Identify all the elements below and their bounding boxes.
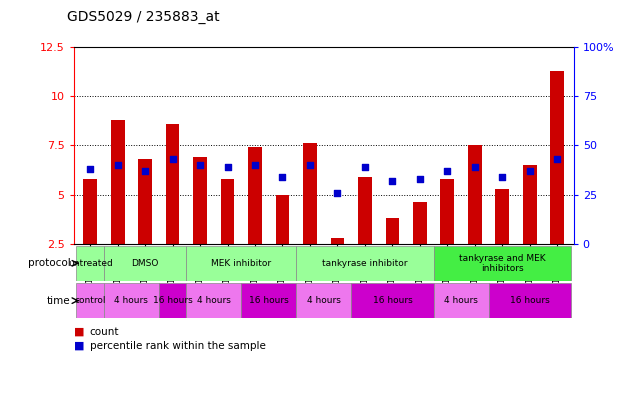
Point — [167, 156, 178, 162]
Text: tankyrase and MEK
inhibitors: tankyrase and MEK inhibitors — [459, 253, 545, 273]
Bar — [83, 179, 97, 244]
Text: 4 hours: 4 hours — [115, 296, 148, 305]
Point — [387, 178, 397, 184]
Bar — [551, 71, 564, 244]
Bar — [440, 179, 454, 244]
Bar — [495, 189, 509, 244]
Bar — [433, 246, 571, 281]
Text: ■: ■ — [74, 341, 84, 351]
Text: 16 hours: 16 hours — [153, 296, 192, 305]
Bar — [187, 246, 296, 281]
Bar — [488, 283, 571, 318]
Bar — [187, 283, 241, 318]
Bar — [523, 165, 537, 244]
Point — [85, 166, 96, 172]
Bar — [303, 143, 317, 244]
Text: control: control — [74, 296, 106, 305]
Bar — [296, 246, 433, 281]
Bar — [221, 179, 235, 244]
Point — [497, 174, 508, 180]
Bar — [248, 147, 262, 244]
Text: 4 hours: 4 hours — [307, 296, 340, 305]
Text: DMSO: DMSO — [131, 259, 159, 268]
Bar — [468, 145, 481, 244]
Point — [415, 176, 425, 182]
Bar — [296, 283, 351, 318]
Point — [360, 164, 370, 170]
Point — [332, 189, 342, 196]
Point — [470, 164, 480, 170]
Bar — [111, 120, 124, 244]
Point — [524, 168, 535, 174]
Point — [552, 156, 562, 162]
Point — [305, 162, 315, 168]
Bar — [331, 238, 344, 244]
Bar — [76, 283, 104, 318]
Text: 4 hours: 4 hours — [444, 296, 478, 305]
Text: 16 hours: 16 hours — [510, 296, 549, 305]
Text: tankyrase inhibitor: tankyrase inhibitor — [322, 259, 408, 268]
Bar — [138, 159, 152, 244]
Bar — [241, 283, 296, 318]
Text: 16 hours: 16 hours — [372, 296, 412, 305]
Text: ■: ■ — [74, 327, 84, 337]
Point — [140, 168, 150, 174]
Bar — [276, 195, 289, 244]
Point — [250, 162, 260, 168]
Point — [195, 162, 205, 168]
Bar — [413, 202, 427, 244]
Text: 16 hours: 16 hours — [249, 296, 288, 305]
Point — [222, 164, 233, 170]
Bar — [358, 177, 372, 244]
Bar — [385, 218, 399, 244]
Text: count: count — [90, 327, 119, 337]
Bar — [76, 246, 104, 281]
Text: GDS5029 / 235883_at: GDS5029 / 235883_at — [67, 9, 220, 24]
Text: percentile rank within the sample: percentile rank within the sample — [90, 341, 265, 351]
Bar — [433, 283, 488, 318]
Point — [278, 174, 288, 180]
Text: MEK inhibitor: MEK inhibitor — [212, 259, 271, 268]
Text: time: time — [47, 296, 71, 306]
Text: protocol: protocol — [28, 258, 71, 268]
Bar — [166, 124, 179, 244]
Text: untreated: untreated — [68, 259, 113, 268]
Bar — [193, 157, 207, 244]
Point — [113, 162, 123, 168]
Bar — [351, 283, 433, 318]
Bar — [159, 283, 187, 318]
Text: 4 hours: 4 hours — [197, 296, 231, 305]
Bar — [104, 246, 187, 281]
Point — [442, 168, 453, 174]
Bar — [104, 283, 159, 318]
